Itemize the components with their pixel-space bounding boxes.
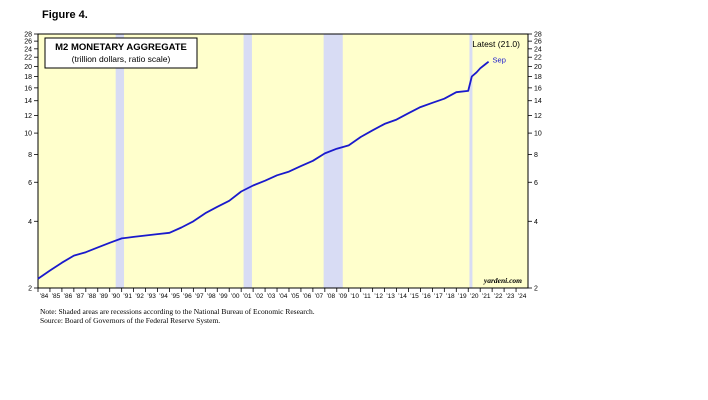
y-tick-label-left: 10 [24, 131, 32, 138]
x-tick-label: ’21 [482, 293, 491, 300]
x-tick-label: ’11 [363, 293, 372, 300]
x-tick-label: ’10 [350, 293, 359, 300]
y-tick-label-right: 12 [534, 113, 542, 120]
recession-note: Note: Shaded areas are recessions accord… [40, 307, 315, 316]
y-tick-label-left: 16 [24, 85, 32, 92]
y-tick-label-left: 12 [24, 113, 32, 120]
x-tick-label: ’89 [99, 293, 108, 300]
y-tick-label-left: 6 [28, 180, 32, 187]
title-box: M2 MONETARY AGGREGATE(trillion dollars, … [44, 37, 198, 69]
x-tick-label: ’09 [338, 293, 347, 300]
recession-band [469, 34, 473, 288]
x-tick-label: ’05 [291, 293, 300, 300]
x-tick-label: ’12 [374, 293, 383, 300]
y-tick-label-right: 4 [534, 219, 538, 226]
figure-label: Figure 4. [42, 9, 88, 21]
x-tick-label: ’98 [207, 293, 216, 300]
y-tick-label-right: 20 [534, 64, 542, 71]
x-tick-label: ’13 [386, 293, 395, 300]
x-tick-label: ’91 [123, 293, 132, 300]
y-tick-label-left: 28 [24, 32, 32, 39]
m2-series [37, 60, 490, 280]
y-tick-label-right: 14 [534, 98, 542, 105]
x-tick-label: ’08 [326, 293, 335, 300]
y-tick-label-left: 20 [24, 64, 32, 71]
x-tick-label: ’23 [506, 293, 515, 300]
x-tick-label: ’99 [219, 293, 228, 300]
y-tick-label-left: 4 [28, 219, 32, 226]
y-tick-label-right: 28 [534, 32, 542, 39]
chart-subtitle: (trillion dollars, ratio scale) [72, 54, 171, 64]
x-tick-label: ’95 [171, 293, 180, 300]
x-tick-label: ’20 [470, 293, 479, 300]
x-tick-label: ’16 [422, 293, 431, 300]
y-tick-label-right: 26 [534, 39, 542, 46]
y-tick-label-left: 22 [24, 55, 32, 62]
y-tick-label-right: 6 [534, 180, 538, 187]
x-tick-label: ’86 [64, 293, 73, 300]
recession-shading [115, 34, 473, 288]
plot-frame [37, 33, 529, 289]
x-tick-label: ’84 [40, 293, 49, 300]
x-tick-label: ’06 [303, 293, 312, 300]
m2-line [37, 60, 490, 280]
x-tick-label: ’03 [267, 293, 276, 300]
x-tick-label: ’02 [255, 293, 264, 300]
y-tick-label-left: 18 [24, 74, 32, 81]
y-tick-label-left: 24 [24, 46, 32, 53]
x-tick-label: ’14 [398, 293, 407, 300]
x-tick-label: ’22 [494, 293, 503, 300]
y-tick-label-right: 18 [534, 74, 542, 81]
x-tick-label: ’93 [147, 293, 156, 300]
y-tick-label-right: 16 [534, 85, 542, 92]
source-note: Source: Board of Governors of the Federa… [40, 316, 221, 325]
y-tick-label-right: 24 [534, 46, 542, 53]
y-tick-label-right: 10 [534, 131, 542, 138]
plot-background [38, 34, 528, 288]
y-tick-label-left: 2 [28, 286, 32, 293]
x-tick-label: ’01 [243, 293, 252, 300]
recession-band [115, 34, 125, 288]
recession-band [243, 34, 252, 288]
x-tick-label: ’19 [458, 293, 467, 300]
recession-band [323, 34, 343, 288]
title-frame [44, 37, 198, 69]
x-tick-label: ’92 [135, 293, 144, 300]
y-tick-label-right: 2 [534, 286, 538, 293]
y-tick-label-right: 22 [534, 55, 542, 62]
end-point-label: Sep [493, 56, 506, 65]
x-tick-label: ’00 [231, 293, 240, 300]
y-tick-label-left: 26 [24, 39, 32, 46]
x-tick-label: ’07 [315, 293, 324, 300]
x-tick-label: ’15 [410, 293, 419, 300]
x-tick-label: ’90 [111, 293, 120, 300]
x-tick-label: ’97 [195, 293, 204, 300]
x-tick-label: ’85 [52, 293, 61, 300]
x-tick-label: ’24 [518, 293, 527, 300]
x-tick-label: ’04 [279, 293, 288, 300]
watermark: yardeni.com [483, 276, 522, 285]
x-tick-label: ’96 [183, 293, 192, 300]
x-tick-label: ’94 [159, 293, 168, 300]
latest-value-label: Latest (21.0) [472, 39, 520, 49]
x-tick-label: ’18 [446, 293, 455, 300]
chart-title: M2 MONETARY AGGREGATE [55, 42, 187, 53]
y-tick-label-left: 8 [28, 152, 32, 159]
x-tick-label: ’88 [87, 293, 96, 300]
y-tick-label-right: 8 [534, 152, 538, 159]
y-tick-label-left: 14 [24, 98, 32, 105]
chart-notes: Note: Shaded areas are recessions accord… [40, 307, 315, 325]
x-tick-label: ’17 [434, 293, 443, 300]
x-tick-label: ’87 [75, 293, 84, 300]
